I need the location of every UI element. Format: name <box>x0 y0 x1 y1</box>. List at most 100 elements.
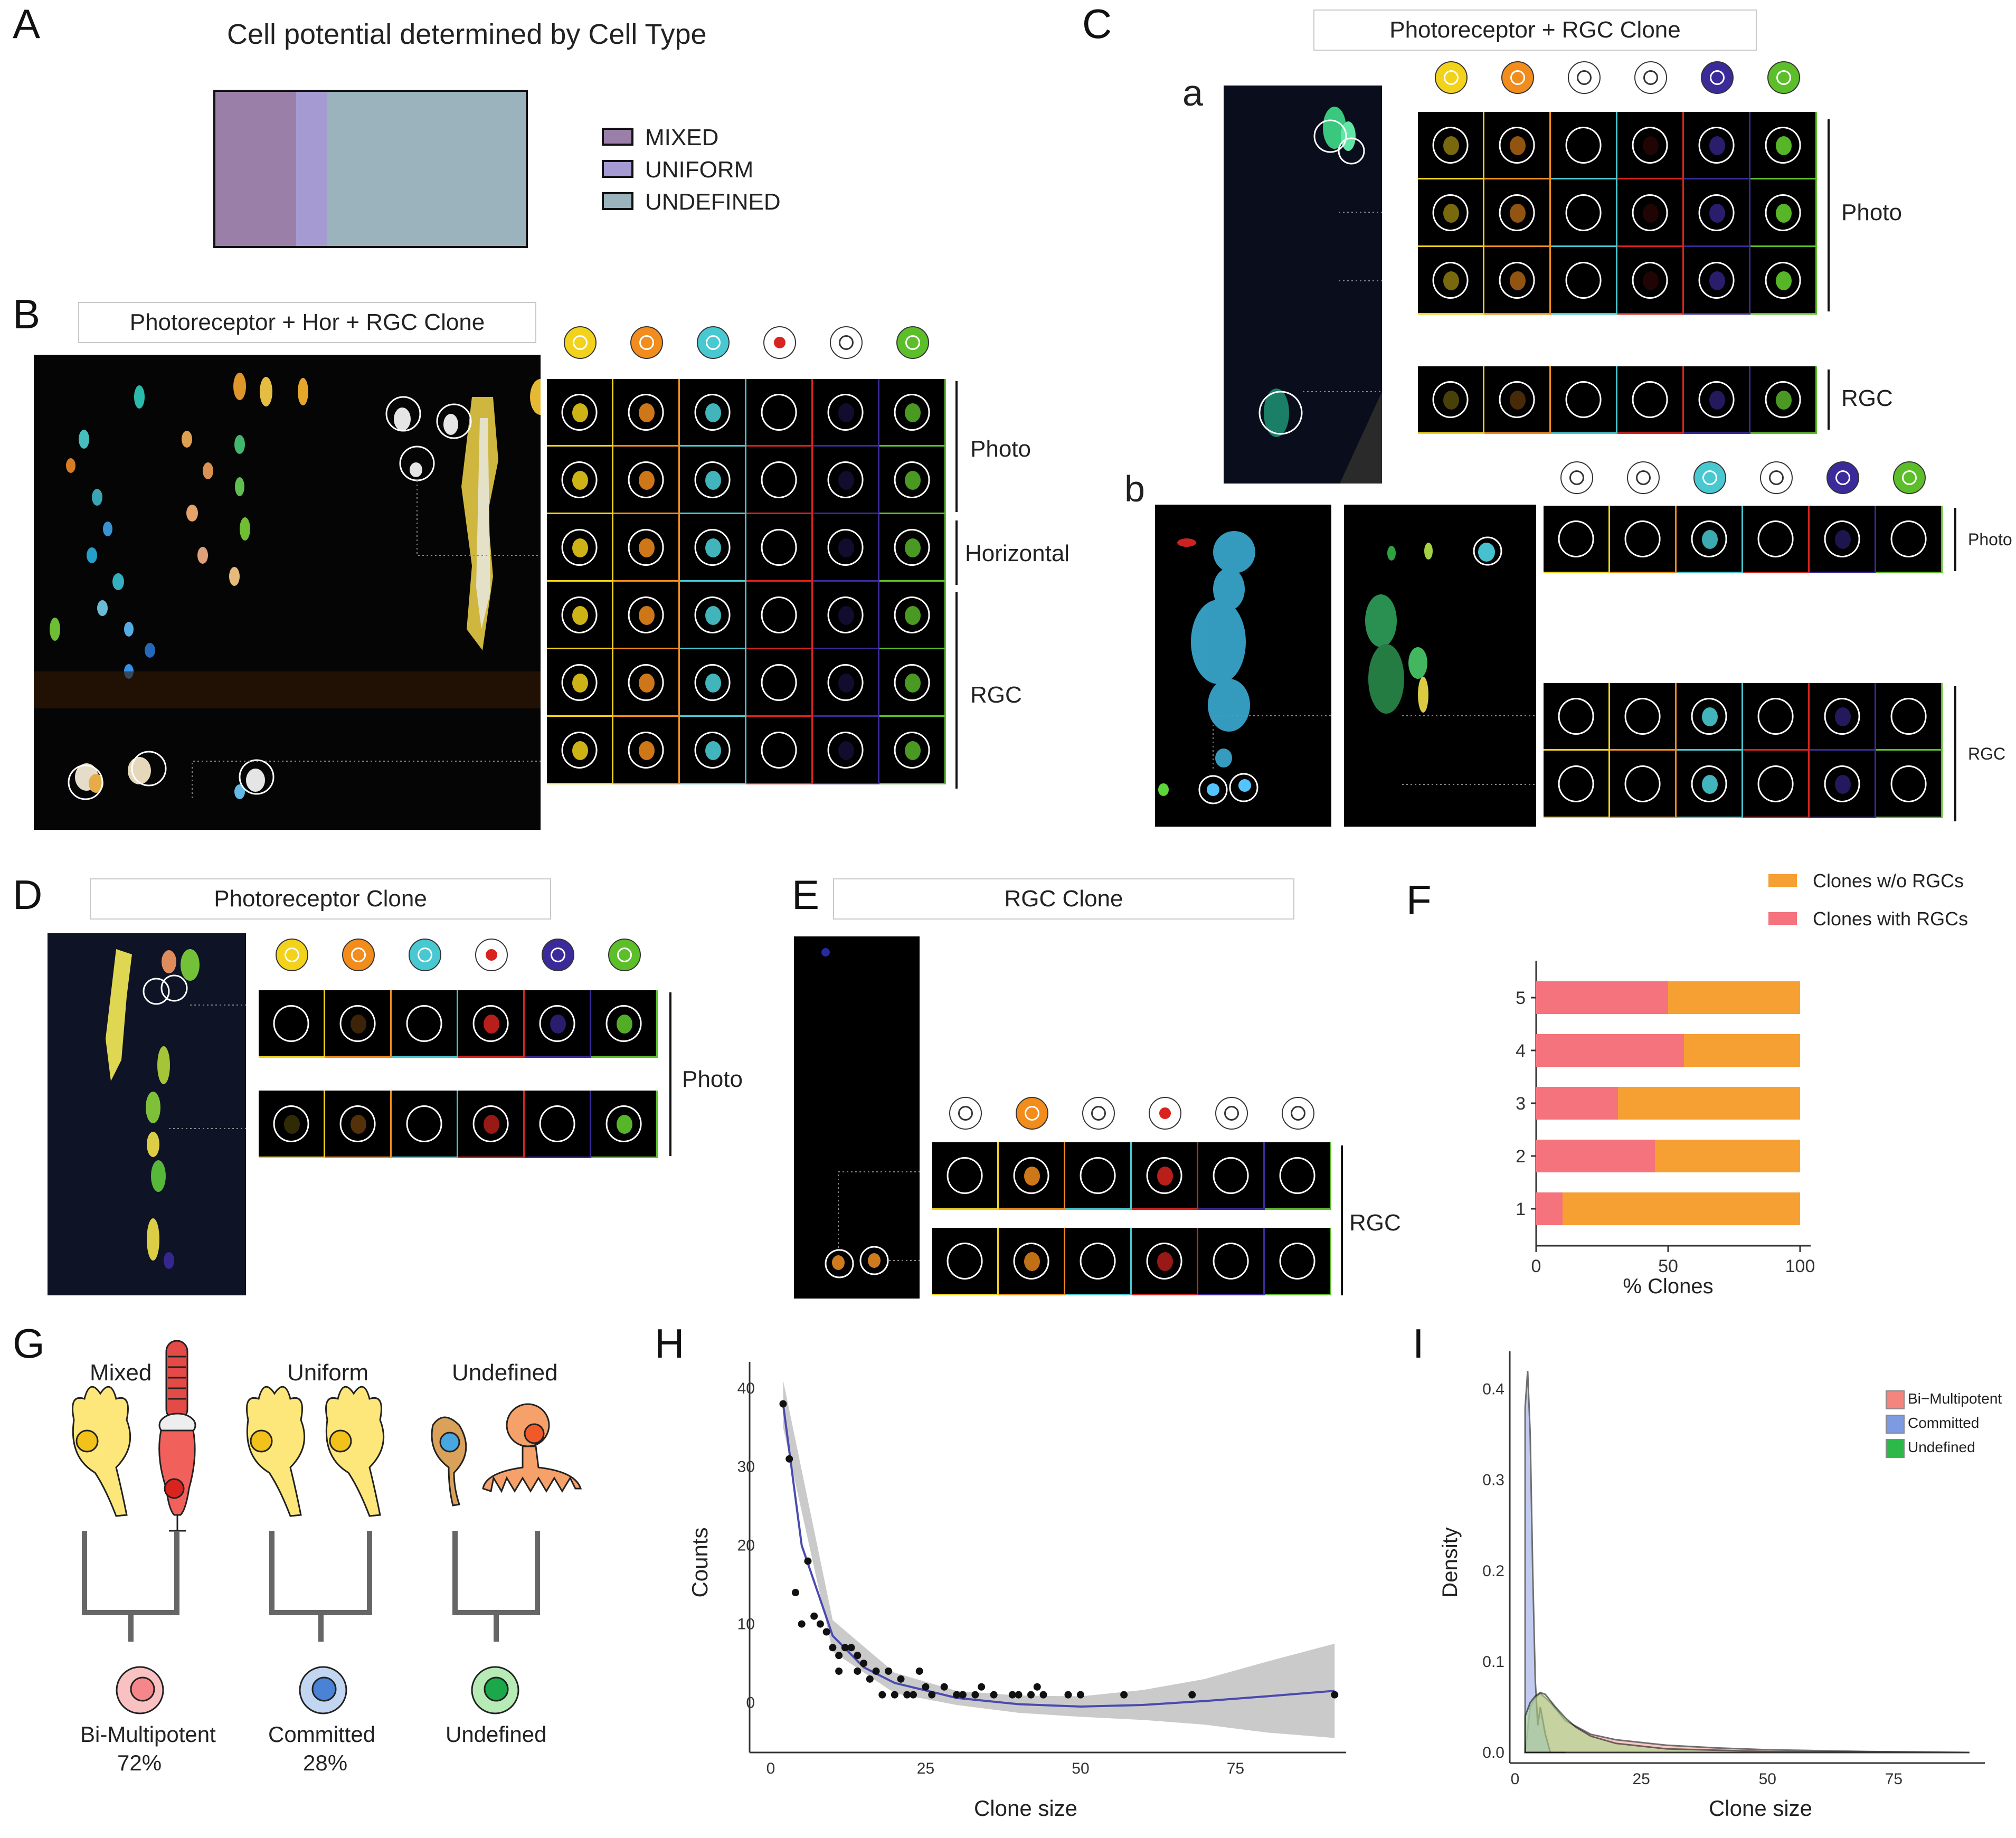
h-point <box>1039 1691 1047 1699</box>
channel-tile <box>547 582 613 649</box>
f-bar-with-rgc <box>1536 1192 1563 1225</box>
h-point <box>990 1691 998 1699</box>
panel-label-d: D <box>13 871 43 918</box>
f-bar-without-rgc <box>1684 1034 1800 1067</box>
cell-outline <box>472 1005 509 1042</box>
f-bar-without-rgc <box>1668 981 1800 1014</box>
channel-tile <box>746 379 813 447</box>
legend-swatch-committed <box>1886 1415 1905 1434</box>
h-point <box>854 1667 862 1675</box>
cell-outline <box>761 461 797 498</box>
legend-swatch-bi-multipotent <box>1886 1390 1905 1409</box>
cell-outline <box>1080 1157 1116 1194</box>
cell-outline <box>1432 194 1469 231</box>
channel-tile <box>1750 366 1817 434</box>
cell-outline <box>628 393 664 431</box>
cell-outline <box>947 1242 983 1280</box>
channel-tile <box>813 582 879 649</box>
channel-green-icon <box>1893 461 1926 494</box>
cell-outline <box>1765 126 1801 164</box>
cell-outline <box>1499 261 1535 299</box>
cell-outline <box>1558 697 1594 735</box>
h-point <box>1120 1691 1128 1699</box>
h-point <box>959 1691 967 1699</box>
type-label-undefined: Undefined <box>452 1360 558 1386</box>
type-label-mixed: Mixed <box>90 1360 152 1386</box>
channel-tile <box>1551 112 1617 179</box>
i-ylabel: Density <box>1438 1527 1462 1597</box>
panel-c-sub-b: b <box>1124 468 1145 509</box>
cell-outline <box>1146 1242 1182 1280</box>
channel-tile <box>879 379 946 447</box>
channel-cyan-icon <box>409 939 441 971</box>
channel-tile <box>1743 683 1810 751</box>
outcome-bi-multipotent: Bi-Multipotent <box>80 1722 216 1747</box>
cell-photoreceptor-yellow-3 <box>325 1386 385 1517</box>
cell-outline <box>1432 126 1469 164</box>
channel-tile <box>1551 247 1617 315</box>
f-bar-with-rgc <box>1536 1034 1684 1067</box>
cell-outline <box>761 528 797 566</box>
h-point <box>897 1675 905 1683</box>
cell-outline <box>1565 194 1602 231</box>
h-point <box>1064 1691 1072 1699</box>
channel-tile <box>547 514 613 582</box>
panel-label-b: B <box>13 291 41 337</box>
channel-tile <box>1750 179 1817 247</box>
channel-tile <box>1132 1142 1198 1210</box>
channel-tile <box>813 717 879 784</box>
i-legend-bi-multipotent: Bi−Multipotent <box>1908 1390 2002 1407</box>
channel-cyan-icon <box>1082 1097 1115 1130</box>
channel-tile <box>458 990 525 1058</box>
cell-outline <box>1824 765 1860 802</box>
cell-outline <box>1698 194 1735 231</box>
cell-outline <box>539 1005 575 1042</box>
cell-outline <box>1890 765 1927 802</box>
channel-tile <box>746 447 813 514</box>
cell-outline <box>628 528 664 566</box>
channel-tile <box>613 582 680 649</box>
cell-outline <box>472 1105 509 1142</box>
cell-outline <box>1565 126 1602 164</box>
cell-outline <box>761 393 797 431</box>
legend-uniform: UNIFORM <box>645 157 754 183</box>
cell-outline <box>1146 1157 1182 1194</box>
h-point <box>798 1620 806 1628</box>
h-point <box>1015 1691 1023 1699</box>
f-y-tick-label: 3 <box>1516 1094 1526 1114</box>
h-y-tick-label: 30 <box>737 1458 755 1476</box>
h-point <box>940 1683 948 1691</box>
channel-tile <box>1684 366 1750 434</box>
f-bar-without-rgc <box>1655 1140 1800 1172</box>
channel-red-icon <box>1149 1097 1181 1130</box>
panel-d-channel-icons <box>259 939 660 975</box>
channel-tile <box>999 1228 1065 1295</box>
h-point <box>822 1628 830 1636</box>
channel-tile <box>932 1142 999 1210</box>
cell-outline <box>947 1157 983 1194</box>
cell-outline <box>1824 520 1860 557</box>
cell-outline <box>694 664 731 701</box>
cell-outline <box>406 1105 442 1142</box>
channel-tile <box>392 1091 458 1158</box>
channel-tile <box>1265 1142 1331 1210</box>
h-xlabel: Clone size <box>974 1796 1077 1821</box>
channel-tile <box>1418 366 1484 434</box>
channel-tile <box>259 990 325 1058</box>
cell-photoreceptor-yellow-2 <box>246 1386 306 1517</box>
group-label-photo-d: Photo <box>682 1066 743 1092</box>
bracket-rgc-cb <box>1954 686 1956 821</box>
channel-tile <box>1544 506 1610 573</box>
h-ylabel: Counts <box>687 1527 712 1597</box>
channel-tile <box>1484 179 1551 247</box>
cell-outline <box>1565 261 1602 299</box>
bracket-photo-b <box>955 381 958 512</box>
progenitor-committed <box>299 1666 347 1714</box>
outcome-undefined: Undefined <box>446 1722 547 1747</box>
channel-tile <box>1617 112 1684 179</box>
h-point <box>804 1557 812 1565</box>
group-label-rgc-cb: RGC <box>1968 744 2006 763</box>
panel-label-a: A <box>13 1 41 47</box>
group-label-horizontal-b: Horizontal <box>965 541 1070 566</box>
